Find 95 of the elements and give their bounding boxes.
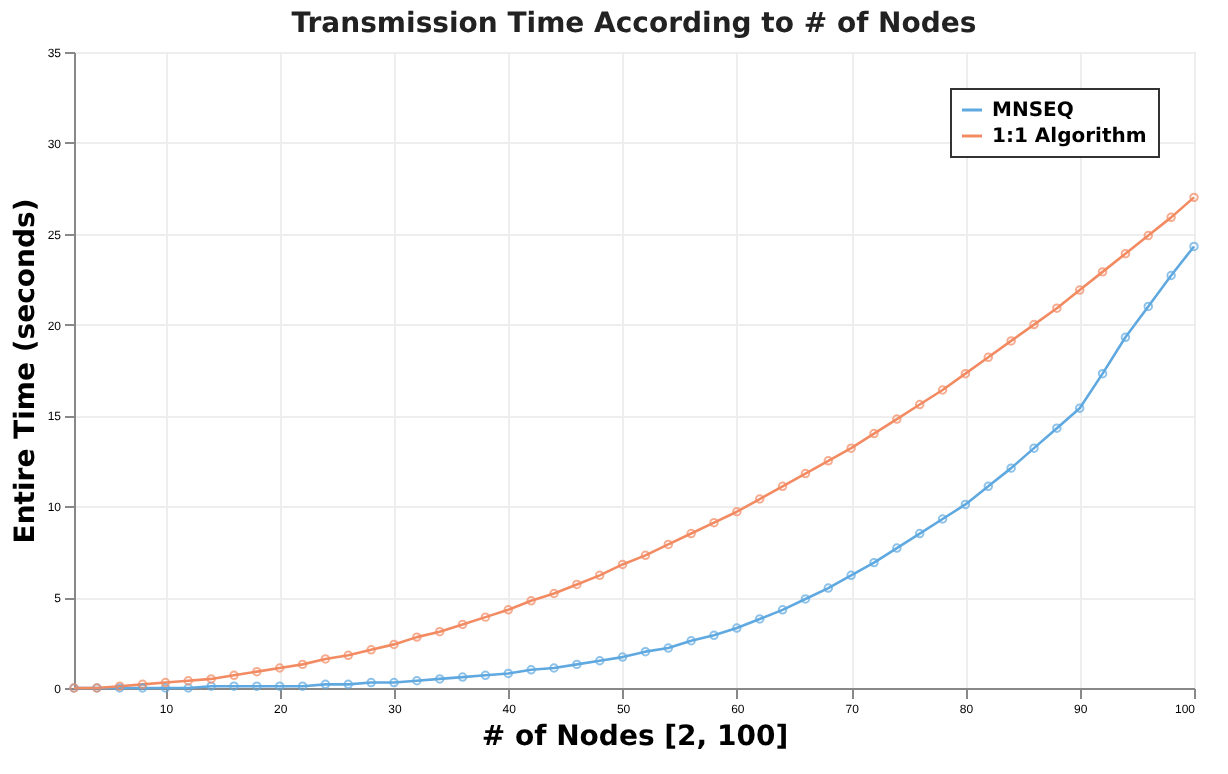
point bbox=[823, 583, 834, 593]
point bbox=[1120, 248, 1131, 259]
point bbox=[229, 670, 239, 681]
point bbox=[412, 676, 422, 686]
point bbox=[640, 550, 651, 561]
point bbox=[252, 681, 262, 691]
point bbox=[869, 557, 879, 568]
point bbox=[777, 605, 788, 615]
point bbox=[297, 681, 308, 691]
legend-label: MNSEQ bbox=[992, 100, 1074, 122]
point bbox=[480, 612, 491, 622]
point bbox=[960, 499, 971, 510]
point bbox=[457, 672, 468, 682]
point bbox=[892, 543, 902, 553]
chart-title: Transmission Time According to # of Nodes bbox=[291, 8, 977, 40]
point bbox=[1143, 230, 1154, 241]
point bbox=[754, 494, 765, 504]
point bbox=[937, 514, 948, 524]
point bbox=[1006, 336, 1016, 346]
point bbox=[252, 666, 262, 677]
point bbox=[320, 654, 331, 664]
point bbox=[1166, 212, 1176, 223]
point bbox=[732, 623, 742, 633]
point bbox=[686, 636, 696, 646]
point bbox=[800, 468, 811, 479]
point bbox=[823, 456, 834, 466]
point bbox=[1074, 285, 1085, 295]
point bbox=[160, 677, 171, 688]
point bbox=[846, 570, 856, 581]
point bbox=[1097, 267, 1108, 277]
point bbox=[754, 614, 765, 624]
point bbox=[274, 681, 285, 691]
point bbox=[983, 481, 994, 492]
point bbox=[983, 352, 994, 363]
legend-label: 1:1 Algorithm bbox=[992, 126, 1147, 148]
point bbox=[869, 428, 879, 439]
point bbox=[914, 399, 925, 410]
point bbox=[229, 681, 239, 691]
point bbox=[594, 656, 605, 666]
point bbox=[320, 679, 331, 690]
point bbox=[640, 646, 651, 657]
y-axis-title: Entire Time (seconds) bbox=[9, 198, 42, 544]
point bbox=[709, 517, 719, 528]
point bbox=[503, 605, 514, 615]
point bbox=[183, 683, 194, 693]
point bbox=[206, 681, 216, 691]
point bbox=[1166, 270, 1176, 281]
point bbox=[343, 650, 354, 661]
point bbox=[892, 414, 902, 424]
point bbox=[709, 630, 719, 641]
point bbox=[686, 528, 696, 539]
point bbox=[503, 668, 514, 679]
point bbox=[1097, 368, 1108, 379]
point bbox=[343, 679, 354, 690]
point bbox=[572, 659, 582, 670]
point bbox=[480, 670, 491, 681]
point bbox=[160, 683, 171, 693]
point bbox=[663, 539, 674, 550]
point bbox=[1029, 443, 1039, 453]
point bbox=[594, 570, 605, 581]
point bbox=[412, 632, 422, 642]
point bbox=[572, 579, 582, 590]
point bbox=[274, 663, 285, 673]
point bbox=[617, 559, 628, 570]
point bbox=[297, 659, 308, 670]
point bbox=[617, 652, 628, 662]
point bbox=[526, 596, 536, 606]
point bbox=[183, 676, 194, 686]
point bbox=[457, 619, 468, 630]
point bbox=[1120, 332, 1131, 343]
point bbox=[1006, 463, 1016, 473]
point bbox=[434, 626, 445, 637]
point bbox=[434, 674, 445, 684]
point bbox=[549, 663, 559, 673]
point bbox=[526, 665, 536, 675]
point bbox=[1052, 423, 1062, 433]
point bbox=[914, 528, 925, 539]
point bbox=[206, 674, 216, 684]
point bbox=[800, 594, 811, 604]
point bbox=[960, 368, 971, 379]
point bbox=[777, 481, 788, 492]
point bbox=[389, 677, 399, 688]
point bbox=[1052, 303, 1062, 313]
point bbox=[389, 639, 399, 650]
point bbox=[937, 385, 948, 395]
x-axis-title: # of Nodes [2, 100] bbox=[481, 721, 789, 753]
point bbox=[1143, 301, 1154, 312]
point bbox=[846, 443, 856, 453]
point bbox=[366, 677, 376, 688]
point bbox=[366, 645, 376, 655]
point bbox=[663, 643, 674, 653]
point bbox=[732, 507, 742, 517]
point bbox=[1074, 403, 1085, 413]
point bbox=[549, 588, 559, 599]
point bbox=[1029, 319, 1039, 330]
